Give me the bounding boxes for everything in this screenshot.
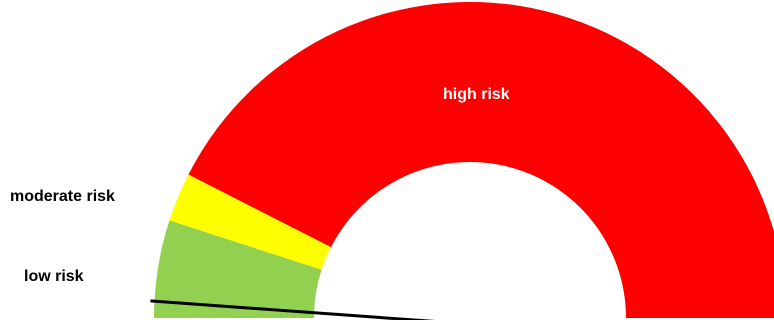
moderate-risk-zone [169,174,331,270]
moderate-risk-label: moderate risk [10,188,115,205]
low-risk-label: low risk [24,268,84,285]
high-risk-zone [188,2,774,318]
gauge-needle [150,299,436,320]
low-risk-zone [154,220,322,318]
high-risk-label: high risk [443,86,510,103]
